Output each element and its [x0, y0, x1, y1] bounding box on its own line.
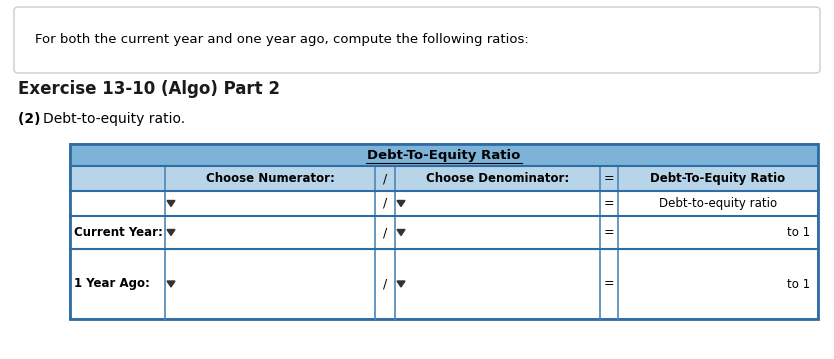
Polygon shape	[167, 200, 175, 206]
Text: 1 Year Ago:: 1 Year Ago:	[74, 278, 150, 290]
Polygon shape	[70, 249, 818, 319]
Text: Current Year:: Current Year:	[74, 226, 163, 239]
Text: Debt-to-equity ratio: Debt-to-equity ratio	[659, 197, 777, 210]
Text: /: /	[383, 197, 387, 210]
Text: to 1: to 1	[786, 278, 810, 290]
Text: to 1: to 1	[786, 226, 810, 239]
Text: Debt-to-equity ratio.: Debt-to-equity ratio.	[43, 112, 185, 126]
Text: /: /	[383, 172, 387, 185]
Text: (2): (2)	[18, 112, 45, 126]
Text: Choose Numerator:: Choose Numerator:	[205, 172, 334, 185]
Text: /: /	[383, 278, 387, 290]
Text: Exercise 13-10 (Algo) Part 2: Exercise 13-10 (Algo) Part 2	[18, 80, 280, 98]
Text: Debt-To-Equity Ratio: Debt-To-Equity Ratio	[367, 149, 520, 162]
Polygon shape	[70, 166, 818, 191]
Text: Choose Denominator:: Choose Denominator:	[426, 172, 569, 185]
Text: =: =	[604, 226, 615, 239]
Text: Debt-To-Equity Ratio: Debt-To-Equity Ratio	[651, 172, 786, 185]
Polygon shape	[167, 229, 175, 236]
Text: =: =	[604, 197, 615, 210]
Text: For both the current year and one year ago, compute the following ratios:: For both the current year and one year a…	[35, 33, 529, 47]
Polygon shape	[167, 281, 175, 287]
Polygon shape	[397, 200, 405, 206]
Polygon shape	[397, 229, 405, 236]
Polygon shape	[70, 191, 818, 216]
Polygon shape	[70, 216, 818, 249]
Polygon shape	[70, 144, 818, 166]
Text: /: /	[383, 226, 387, 239]
Polygon shape	[397, 281, 405, 287]
FancyBboxPatch shape	[14, 7, 820, 73]
Text: =: =	[604, 172, 615, 185]
Text: =: =	[604, 278, 615, 290]
